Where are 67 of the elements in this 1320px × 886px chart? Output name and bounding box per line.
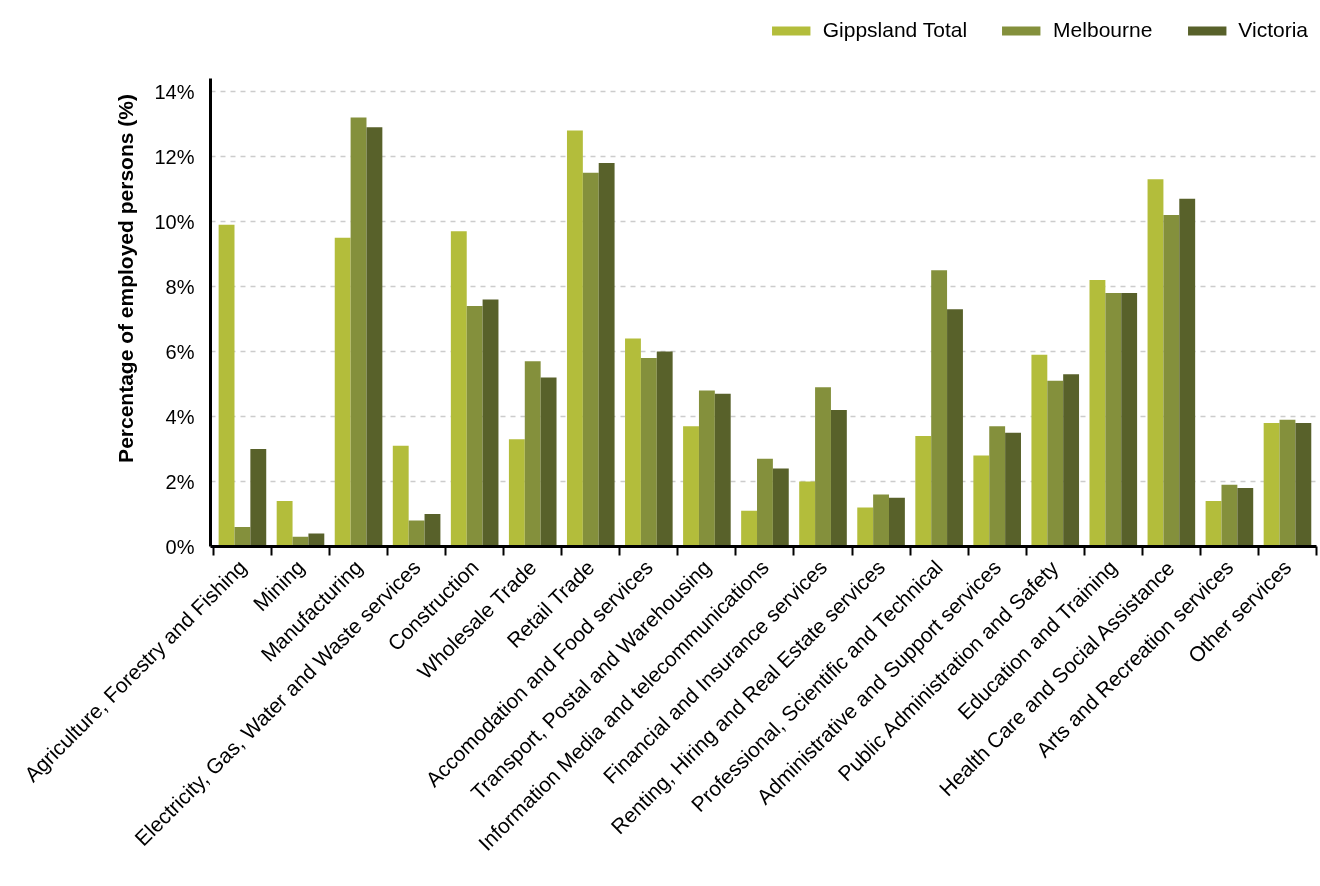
bar — [1179, 198, 1196, 547]
bar — [350, 117, 367, 547]
bar — [1005, 432, 1021, 547]
bar — [830, 410, 847, 547]
bar — [857, 507, 874, 547]
bar — [1279, 419, 1296, 547]
bar — [656, 351, 673, 547]
bar — [714, 393, 731, 547]
legend-label: Victoria — [1238, 18, 1308, 42]
bar — [1031, 354, 1048, 547]
bar — [424, 514, 441, 547]
bar — [1295, 423, 1312, 547]
bar — [1047, 380, 1064, 547]
bar — [698, 390, 715, 547]
bar — [973, 455, 990, 547]
bar — [250, 449, 267, 547]
bar — [1263, 423, 1280, 547]
bar — [482, 299, 499, 547]
bar — [218, 224, 235, 547]
bar — [450, 231, 467, 547]
y-tick-label: 4% — [165, 405, 195, 428]
bar — [524, 361, 541, 547]
bar — [683, 426, 699, 547]
bar — [408, 520, 425, 547]
bar — [1237, 488, 1254, 547]
bar — [366, 127, 383, 547]
bar — [640, 358, 657, 547]
y-tick-label: 0% — [165, 535, 195, 558]
bar — [540, 377, 557, 547]
y-tick-label: 10% — [154, 210, 195, 233]
legend-label: Gippsland Total — [822, 18, 968, 42]
bar — [566, 130, 583, 547]
bar — [741, 510, 758, 547]
bar — [989, 426, 1006, 547]
y-axis-title: Percentage of employed persons (%) — [114, 94, 138, 463]
bar — [1105, 293, 1122, 547]
bar — [889, 497, 905, 547]
legend-label: Melbourne — [1053, 18, 1153, 42]
bar — [392, 445, 409, 547]
bar — [334, 237, 351, 547]
bar — [508, 439, 525, 547]
bar — [276, 501, 293, 547]
bar — [1121, 293, 1138, 547]
bar — [1221, 484, 1238, 547]
y-tick-label: 8% — [165, 275, 195, 298]
bar — [799, 481, 816, 547]
bar — [625, 338, 641, 547]
y-tick-label: 2% — [165, 470, 195, 493]
bar — [757, 458, 773, 547]
bar — [1147, 179, 1164, 547]
bar — [582, 172, 599, 547]
bar — [815, 387, 831, 547]
bar — [1163, 215, 1180, 547]
bar — [947, 309, 963, 547]
y-tick-label: 6% — [165, 340, 195, 363]
y-tick-label: 12% — [154, 145, 195, 168]
bar — [772, 468, 789, 547]
bar — [466, 306, 483, 547]
bar — [598, 163, 615, 547]
bar — [1063, 374, 1080, 547]
bar — [234, 527, 251, 547]
bar — [873, 494, 889, 547]
bar — [1089, 280, 1106, 547]
bar — [915, 436, 932, 547]
y-tick-label: 14% — [154, 80, 195, 103]
bar — [931, 270, 948, 547]
bar — [1205, 501, 1222, 547]
